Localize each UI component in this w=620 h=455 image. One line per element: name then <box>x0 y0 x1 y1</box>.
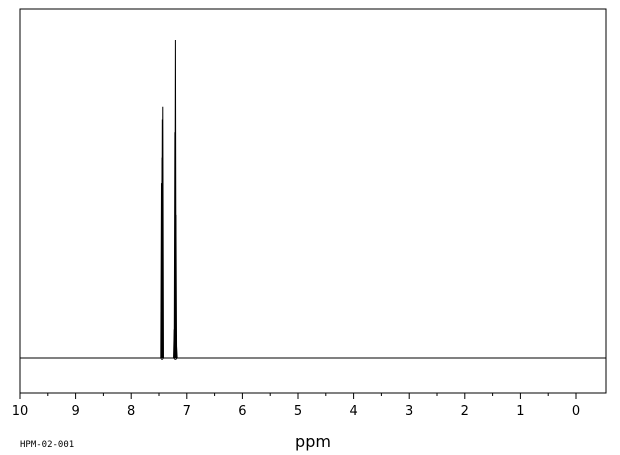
x-axis-title: ppm <box>295 432 331 451</box>
x-tick-label: 7 <box>183 404 191 419</box>
x-tick-label: 10 <box>12 404 29 419</box>
spectrum-peak <box>174 214 178 359</box>
spectrum-peak <box>175 345 178 359</box>
x-tick-label: 5 <box>294 404 302 419</box>
x-tick-label: 4 <box>349 404 357 419</box>
x-tick-label: 2 <box>461 404 469 419</box>
spectrum-layer <box>160 39 178 360</box>
spectrum-peak <box>161 106 164 359</box>
x-axis-tick-labels: 10 9 8 7 6 5 4 3 2 1 0 <box>12 404 580 419</box>
x-tick-label: 3 <box>405 404 413 419</box>
plot-frame <box>19 8 607 394</box>
spectrum-multiplet-base <box>160 357 164 360</box>
spectrum-multiplet-base <box>173 357 178 360</box>
spectrum-code-label: HPM-02-001 <box>20 440 74 450</box>
x-tick-label: 9 <box>71 404 79 419</box>
x-tick-label: 8 <box>127 404 135 419</box>
x-tick-label: 6 <box>238 404 246 419</box>
x-tick-label: 1 <box>516 404 524 419</box>
x-axis-ticks <box>19 393 577 399</box>
x-tick-label: 0 <box>572 404 580 419</box>
